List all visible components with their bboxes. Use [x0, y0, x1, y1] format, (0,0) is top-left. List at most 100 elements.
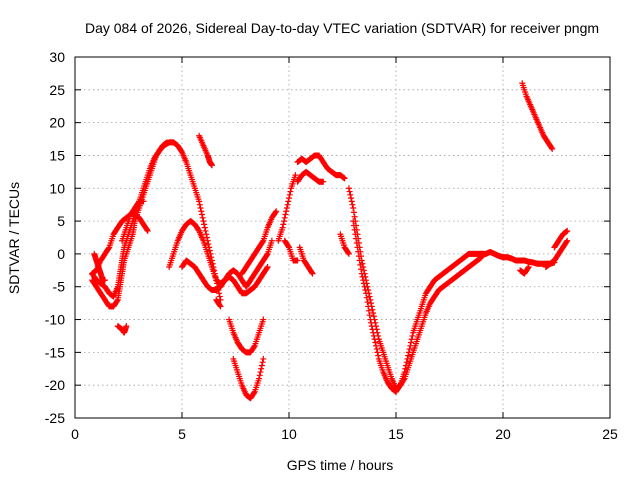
data-point	[366, 293, 373, 300]
data-point	[370, 309, 377, 316]
data-point	[201, 224, 208, 231]
y-tick-label: -5	[53, 279, 66, 295]
data-point	[362, 287, 369, 294]
data-point	[198, 211, 205, 218]
data-point	[273, 208, 280, 215]
data-point	[202, 227, 209, 234]
x-tick-label: 0	[71, 426, 79, 442]
y-tick-label: 0	[57, 246, 65, 262]
data-point	[259, 359, 266, 366]
y-tick-label: 20	[49, 115, 65, 131]
data-point	[360, 267, 367, 274]
data-point	[144, 226, 151, 233]
data-point	[348, 195, 355, 202]
data-point	[369, 326, 376, 333]
data-point	[375, 352, 382, 359]
y-tick-label: -20	[45, 377, 65, 393]
series-s14	[275, 172, 299, 244]
series-s13	[238, 208, 280, 277]
data-point	[549, 145, 556, 152]
data-point	[101, 277, 108, 284]
plot-frame	[74, 56, 611, 419]
data-point	[287, 188, 294, 195]
data-point	[256, 375, 263, 382]
series-s12	[230, 355, 267, 402]
data-point	[400, 376, 407, 383]
data-point	[256, 372, 263, 379]
data-point	[350, 204, 357, 211]
data-point	[292, 172, 299, 179]
data-point	[355, 253, 362, 260]
data-point	[374, 349, 381, 356]
grid-lines	[75, 57, 610, 418]
data-point	[525, 264, 532, 271]
data-point	[346, 188, 353, 195]
data-point	[365, 307, 372, 314]
series-s25	[542, 237, 571, 271]
data-point	[360, 280, 367, 287]
data-point	[345, 185, 352, 192]
data-point	[366, 312, 373, 319]
data-point	[367, 316, 374, 323]
data-point	[350, 218, 357, 225]
data-point	[409, 332, 416, 339]
data-point	[364, 299, 371, 306]
data-point	[408, 336, 415, 343]
data-point	[350, 222, 357, 229]
data-point	[369, 306, 376, 313]
data-point	[358, 270, 365, 277]
data-point	[353, 239, 360, 246]
data-point	[196, 201, 203, 208]
data-point	[140, 198, 147, 205]
series-s6	[119, 198, 147, 244]
y-tick-label: 10	[49, 180, 65, 196]
data-point	[259, 238, 266, 245]
x-tick-label: 5	[178, 426, 186, 442]
series-s11	[226, 316, 267, 356]
data-point	[258, 362, 265, 369]
data-point	[217, 303, 224, 310]
data-point	[406, 346, 413, 353]
data-point	[564, 237, 571, 244]
data-point	[144, 227, 151, 234]
data-point	[351, 213, 358, 220]
data-point	[371, 336, 378, 343]
data-point	[216, 290, 223, 297]
data-point	[197, 204, 204, 211]
data-point	[368, 300, 375, 307]
data-point	[349, 201, 356, 208]
data-point	[206, 247, 213, 254]
data-point	[359, 273, 366, 280]
data-point	[353, 235, 360, 242]
data-point	[199, 214, 206, 221]
data-point	[373, 342, 380, 349]
data-point	[105, 245, 112, 252]
series-s4	[91, 250, 108, 284]
series-s23	[517, 264, 532, 277]
data-point	[563, 238, 570, 245]
series-s26	[551, 227, 571, 251]
data-point	[198, 208, 205, 215]
data-point	[205, 241, 212, 248]
data-point	[365, 303, 372, 310]
data-point	[368, 323, 375, 330]
data-point	[216, 293, 223, 300]
y-tick-label: 30	[49, 49, 65, 65]
data-point	[268, 237, 275, 244]
data-point	[352, 231, 359, 238]
data-point	[216, 302, 223, 309]
x-tick-label: 10	[281, 426, 297, 442]
data-point	[320, 178, 327, 185]
data-point	[564, 227, 571, 234]
data-point	[358, 266, 365, 273]
data-point	[524, 265, 531, 272]
data-point	[308, 269, 315, 276]
data-point	[264, 264, 271, 271]
y-tick-label: 25	[49, 82, 65, 98]
tick-labels: 0 5 10 15 20 25 -25 -20 -15 -10 -5 0 5 10 15 20 25 30	[45, 49, 618, 442]
y-tick-label: -15	[45, 344, 65, 360]
data-point	[370, 313, 377, 320]
data-point	[203, 231, 210, 238]
data-point	[258, 365, 265, 372]
series-s15	[281, 237, 301, 264]
